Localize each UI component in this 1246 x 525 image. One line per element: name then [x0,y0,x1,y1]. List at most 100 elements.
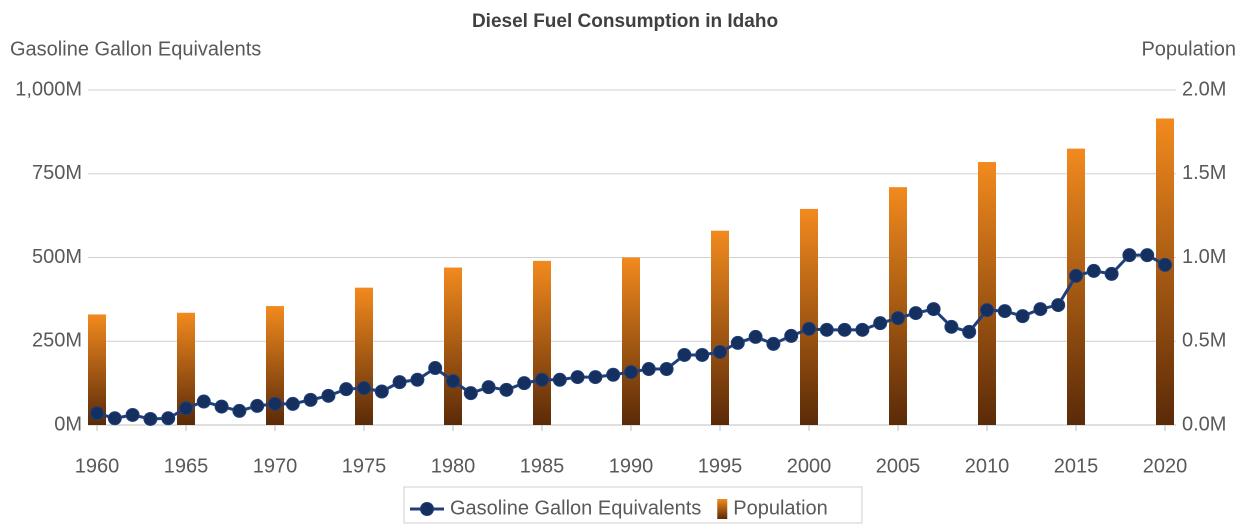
line-marker [802,321,816,336]
legend-marker [420,502,434,516]
bar [711,230,729,425]
bar [889,187,907,425]
line-marker [552,372,567,387]
y-tick-label: 1,000M [15,78,82,100]
line-marker [944,319,959,334]
line-marker [1033,302,1048,317]
line-marker [107,411,122,426]
y2-tick-label: 0.5M [1182,330,1226,352]
line-marker [873,316,888,331]
x-tick-label: 1990 [609,455,654,477]
y-tick-label: 750M [32,162,82,184]
line-marker [481,380,496,395]
line-marker [784,328,799,343]
line-marker [748,329,763,344]
legend-swatch [717,499,728,519]
line-marker [1140,248,1155,263]
line-marker [606,367,621,382]
legend-label: Population [733,497,828,519]
bar [177,312,195,425]
line-marker [713,344,727,359]
line-marker [677,347,692,362]
line-marker [766,336,781,351]
line-marker [232,403,247,418]
line-marker [908,306,923,321]
line-marker [374,384,389,399]
bar [978,162,996,425]
line-marker [891,311,905,326]
line-marker [819,322,834,337]
line-marker [624,365,638,380]
line-marker [125,407,140,422]
line-marker [730,335,745,350]
line-marker [695,347,710,362]
y2-tick-label: 1.5M [1182,162,1226,184]
bar [1067,148,1085,425]
x-tick-label: 2005 [876,455,921,477]
line-marker [962,324,977,339]
line-marker [392,375,407,390]
line-marker [161,411,176,426]
line-marker [1158,257,1172,272]
y2-tick-label: 1.0M [1182,246,1226,268]
line-marker [1122,248,1137,263]
x-tick-label: 1970 [253,455,298,477]
line-marker [535,372,549,387]
line-marker [1086,263,1101,278]
y-axis-title: Gasoline Gallon Equivalents [10,38,261,60]
x-tick-label: 1965 [164,455,209,477]
line-marker [321,388,336,403]
line-marker [1069,268,1083,283]
chart-title: Diesel Fuel Consumption in Idaho [472,11,778,32]
bar [355,287,373,425]
y-tick-label: 500M [32,246,82,268]
bar [88,314,106,425]
bar [444,267,462,425]
line-marker [926,302,941,317]
bar [266,306,284,425]
x-tick-label: 1985 [520,455,565,477]
line-marker [357,381,371,396]
x-tick-label: 1980 [431,455,476,477]
line-marker [837,322,852,337]
line-marker [517,376,532,391]
y2-axis-title: Population [1141,38,1236,60]
line-marker [214,399,229,414]
line-marker [1051,298,1066,313]
line-marker [499,382,514,397]
line-marker [641,362,656,377]
bar [622,257,640,425]
line-marker [855,322,870,337]
line-marker [980,303,994,318]
line-marker [339,382,354,397]
x-tick-label: 2020 [1143,455,1188,477]
bar [533,260,551,425]
legend-label: Gasoline Gallon Equivalents [450,497,701,519]
y2-tick-label: 2.0M [1182,78,1226,100]
line-marker [463,386,478,401]
line-marker [659,362,674,377]
line-marker [250,398,265,413]
legend-box [403,486,863,524]
x-tick-label: 1995 [698,455,743,477]
x-tick-label: 1960 [75,455,120,477]
x-tick-label: 1975 [342,455,387,477]
line-marker [196,394,211,409]
y2-tick-label: 0.0M [1182,413,1226,435]
y-tick-label: 0M [54,413,82,435]
line-marker [446,374,460,389]
x-tick-label: 2010 [965,455,1010,477]
line-marker [1104,266,1119,281]
line-marker [179,401,193,416]
line-marker [268,396,282,411]
line-marker [570,370,585,385]
line-marker [303,392,318,407]
line-marker [410,372,425,387]
x-tick-label: 2000 [787,455,832,477]
y-tick-label: 250M [32,330,82,352]
line-marker [428,361,443,376]
line-marker [90,406,104,421]
x-tick-label: 2015 [1054,455,1099,477]
